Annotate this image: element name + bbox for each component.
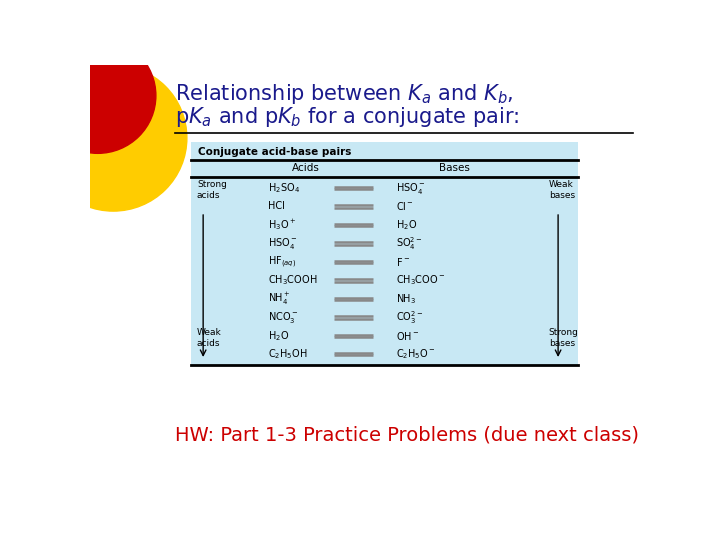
Text: Acids: Acids bbox=[292, 163, 320, 173]
Text: OH$^-$: OH$^-$ bbox=[396, 330, 420, 342]
Text: H$_3$O$^+$: H$_3$O$^+$ bbox=[269, 218, 297, 232]
Circle shape bbox=[40, 65, 187, 211]
Text: NH$_3$: NH$_3$ bbox=[396, 292, 416, 306]
Text: p$K_a$ and p$K_b$ for a conjugate pair:: p$K_a$ and p$K_b$ for a conjugate pair: bbox=[175, 105, 520, 129]
Circle shape bbox=[40, 38, 156, 153]
Text: C$_2$H$_5$O$^-$: C$_2$H$_5$O$^-$ bbox=[396, 347, 436, 361]
Text: NCO$_3^-$: NCO$_3^-$ bbox=[269, 310, 299, 325]
Text: Strong
acids: Strong acids bbox=[197, 180, 227, 200]
Text: SO$_4^{2-}$: SO$_4^{2-}$ bbox=[396, 235, 423, 252]
Text: HSO$_4^-$: HSO$_4^-$ bbox=[269, 236, 298, 251]
Text: CO$_3^{2-}$: CO$_3^{2-}$ bbox=[396, 309, 423, 326]
Text: H$_2$SO$_4$: H$_2$SO$_4$ bbox=[269, 181, 300, 195]
Text: Conjugate acid-base pairs: Conjugate acid-base pairs bbox=[199, 147, 352, 157]
Text: HF$_{(aq)}$: HF$_{(aq)}$ bbox=[269, 254, 297, 269]
Text: H$_2$O: H$_2$O bbox=[396, 218, 418, 232]
Text: Bases: Bases bbox=[438, 163, 469, 173]
Text: CH$_3$COO$^-$: CH$_3$COO$^-$ bbox=[396, 273, 446, 287]
Text: HCl: HCl bbox=[269, 201, 285, 212]
Text: Weak
bases: Weak bases bbox=[549, 180, 575, 200]
Text: F$^-$: F$^-$ bbox=[396, 256, 410, 268]
Text: CH$_3$COOH: CH$_3$COOH bbox=[269, 273, 318, 287]
Bar bbox=[191, 142, 578, 365]
Text: C$_2$H$_5$OH: C$_2$H$_5$OH bbox=[269, 347, 308, 361]
Text: Strong
bases: Strong bases bbox=[549, 328, 579, 348]
Text: HW: Part 1-3 Practice Problems (due next class): HW: Part 1-3 Practice Problems (due next… bbox=[175, 425, 639, 444]
Text: H$_2$O: H$_2$O bbox=[269, 329, 289, 343]
Text: Cl$^-$: Cl$^-$ bbox=[396, 200, 414, 212]
Text: HSO$_4^-$: HSO$_4^-$ bbox=[396, 180, 426, 195]
Text: Relationship between $K_a$ and $K_b$,: Relationship between $K_a$ and $K_b$, bbox=[175, 82, 514, 106]
Text: Weak
acids: Weak acids bbox=[197, 328, 222, 348]
Text: NH$_4^+$: NH$_4^+$ bbox=[269, 291, 291, 307]
